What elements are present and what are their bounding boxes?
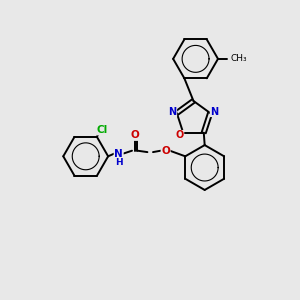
Text: Cl: Cl [97,125,108,135]
Text: CH₃: CH₃ [231,54,247,63]
Text: H: H [115,158,122,167]
Text: N: N [114,148,123,158]
Text: N: N [210,106,218,117]
Text: O: O [176,130,184,140]
Text: N: N [169,106,177,117]
Text: O: O [161,146,170,156]
Text: O: O [130,130,139,140]
